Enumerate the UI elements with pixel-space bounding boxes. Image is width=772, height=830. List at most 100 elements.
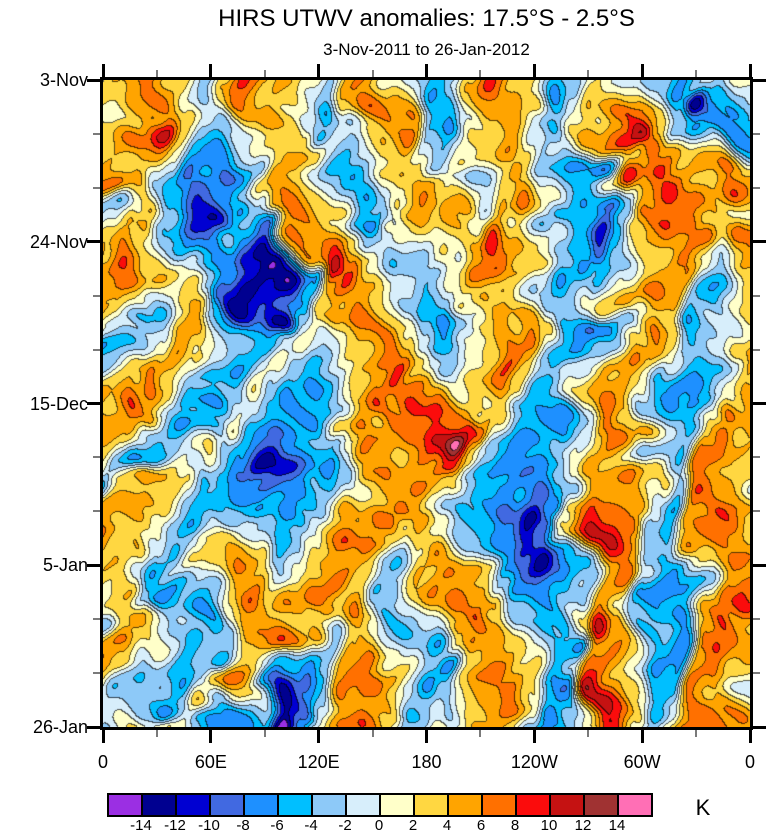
colorbar-cell (141, 793, 177, 817)
colorbar-tick-label: -10 (198, 817, 220, 830)
y-minor-tick (93, 294, 100, 297)
x-minor-tick (371, 70, 374, 77)
y-axis-label: 15-Dec (29, 393, 88, 414)
colorbar-cell (379, 793, 415, 817)
y-minor-tick (753, 456, 760, 459)
colorbar-cell (345, 793, 381, 817)
x-minor-tick (155, 70, 158, 77)
x-major-tick (640, 64, 644, 77)
x-minor-tick (695, 730, 698, 737)
x-major-tick (640, 730, 644, 743)
y-minor-tick (93, 132, 100, 135)
x-major-tick (748, 64, 752, 77)
x-major-tick (532, 64, 536, 77)
colorbar-tick-label: -4 (304, 817, 318, 830)
y-minor-tick (93, 672, 100, 675)
y-minor-tick (93, 348, 100, 351)
y-major-tick (753, 563, 766, 567)
y-minor-tick (93, 186, 100, 189)
colorbar-cell (413, 793, 449, 817)
y-minor-tick (753, 294, 760, 297)
colorbar-tick-label: -6 (270, 817, 284, 830)
y-major-tick (753, 402, 766, 405)
x-major-tick (425, 730, 428, 743)
x-major-tick (209, 730, 213, 743)
y-major-tick (87, 240, 100, 244)
x-minor-tick (587, 730, 590, 737)
colorbar-tick-label: 0 (374, 817, 384, 830)
x-minor-tick (263, 70, 266, 77)
y-major-tick (753, 78, 766, 82)
x-minor-tick (479, 730, 482, 737)
y-major-tick (753, 240, 766, 244)
colorbar-cell (311, 793, 347, 817)
colorbar-cell (481, 793, 517, 817)
y-axis-label: 5-Jan (42, 555, 88, 576)
x-major-tick (317, 64, 321, 77)
colorbar-cell (277, 793, 313, 817)
y-minor-tick (753, 672, 760, 675)
colorbar-cell (583, 793, 619, 817)
y-major-tick (87, 725, 100, 729)
x-axis-label: 120E (297, 752, 340, 772)
colorbar-cell (107, 793, 143, 817)
y-axis-label: 24-Nov (29, 231, 88, 252)
y-minor-tick (93, 456, 100, 459)
colorbar-cell (243, 793, 279, 817)
y-axis-label: 3-Nov (39, 70, 88, 90)
y-major-tick (87, 402, 100, 405)
x-major-tick (101, 64, 105, 77)
colorbar-cell (209, 793, 245, 817)
x-axis-label: 60W (623, 752, 661, 772)
colorbar-tick-label: 10 (540, 817, 558, 830)
x-major-tick (317, 730, 321, 743)
x-major-tick (748, 730, 752, 743)
x-minor-tick (155, 730, 158, 737)
chart-subtitle: 3-Nov-2011 to 26-Jan-2012 (323, 40, 530, 59)
colorbar-cell (515, 793, 551, 817)
y-minor-tick (753, 510, 760, 513)
x-major-tick (425, 64, 428, 77)
colorbar-tick-label: -8 (236, 817, 250, 830)
colorbar-tick-label: 14 (608, 817, 626, 830)
colorbar-tick-label: 2 (408, 817, 418, 830)
x-minor-tick (263, 730, 266, 737)
x-minor-tick (587, 70, 590, 77)
colorbar-tick-label: 4 (442, 817, 452, 830)
x-axis-label: 60E (194, 752, 227, 772)
chart-title: HIRS UTWV anomalies: 17.5°S - 2.5°S (218, 5, 635, 32)
y-minor-tick (753, 618, 760, 621)
y-minor-tick (753, 132, 760, 135)
colorbar-tick-label: 12 (574, 817, 592, 830)
y-major-tick (87, 78, 100, 82)
y-minor-tick (753, 348, 760, 351)
colorbar-tick-label: -2 (338, 817, 352, 830)
x-major-tick (101, 730, 105, 743)
colorbar-cell (617, 793, 653, 817)
colorbar-cell (447, 793, 483, 817)
colorbar-tick-label: -12 (164, 817, 186, 830)
colorbar-unit-label: K (695, 795, 711, 820)
y-minor-tick (93, 618, 100, 621)
colorbar-tick-label: 6 (476, 817, 486, 830)
plot-area (100, 77, 753, 730)
colorbar-cell (175, 793, 211, 817)
y-axis-label: 26-Jan (32, 717, 88, 737)
colorbar-tick-label: -14 (130, 817, 152, 830)
x-axis-label: 0 (97, 752, 108, 772)
y-minor-tick (753, 186, 760, 189)
x-major-tick (209, 64, 213, 77)
y-major-tick (87, 563, 100, 567)
colorbar-cell (549, 793, 585, 817)
x-axis-label: 0 (744, 752, 755, 772)
anomaly-field-canvas (103, 80, 750, 727)
x-axis-label: 120W (510, 752, 558, 772)
x-minor-tick (479, 70, 482, 77)
colorbar-tick-label: 8 (510, 817, 520, 830)
x-major-tick (532, 730, 536, 743)
y-minor-tick (93, 510, 100, 513)
x-minor-tick (371, 730, 374, 737)
y-major-tick (753, 725, 766, 729)
x-axis-label: 180 (411, 752, 442, 772)
